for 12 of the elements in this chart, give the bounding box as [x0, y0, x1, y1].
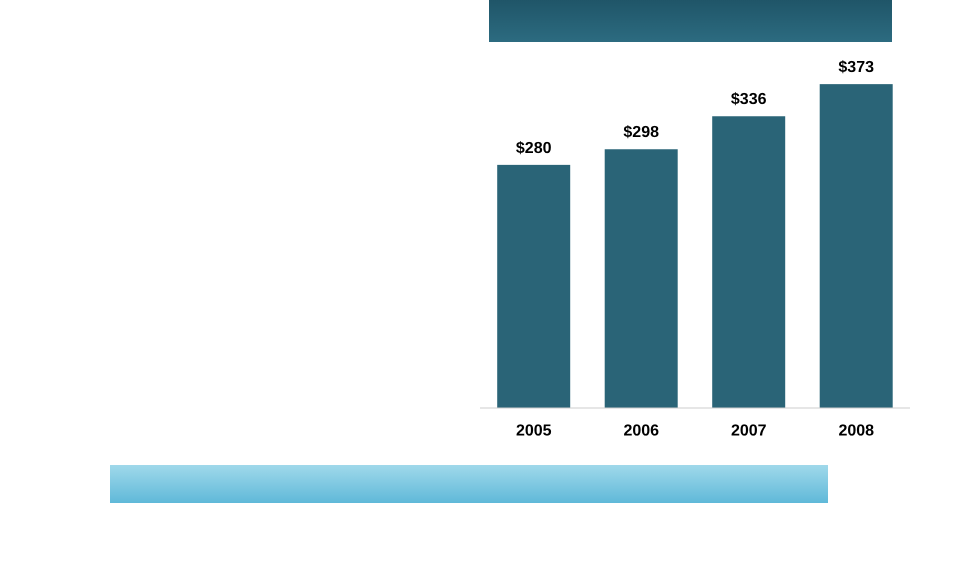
- x-tick-label: 2007: [730, 422, 767, 440]
- data-label: $280: [516, 140, 552, 157]
- data-label: $298: [623, 124, 660, 142]
- data-label: $373: [838, 59, 874, 76]
- bar: [820, 84, 893, 408]
- x-tick-label: 2006: [623, 422, 660, 440]
- data-label: $336: [730, 91, 767, 108]
- x-tick-label: 2005: [516, 422, 552, 440]
- bar: [712, 116, 786, 408]
- x-tick-label: 2008: [838, 422, 874, 440]
- bar: [497, 164, 570, 408]
- bar: [604, 149, 678, 408]
